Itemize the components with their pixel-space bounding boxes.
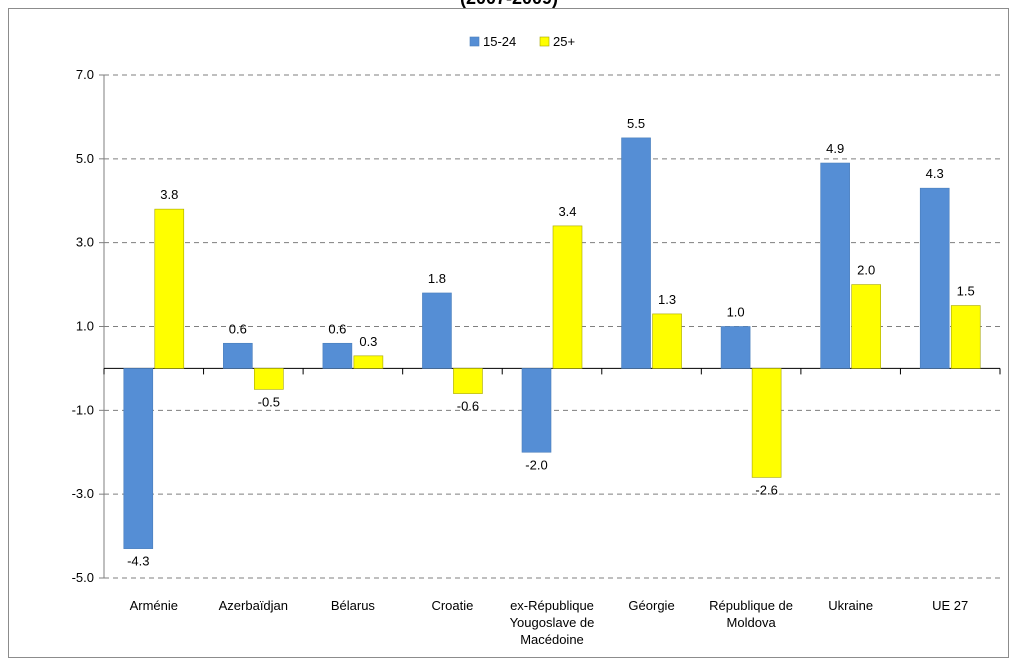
- category-label: République de Moldova: [709, 598, 793, 630]
- bar-25plus: [254, 368, 284, 390]
- data-label: -2.0: [525, 457, 547, 472]
- bars: [123, 137, 981, 549]
- bar-25plus: [453, 368, 483, 394]
- chart-title: (2007-2009): [0, 0, 1018, 9]
- data-label: 5.5: [627, 116, 645, 131]
- bar-15-24: [223, 342, 253, 369]
- bar-15-24: [521, 368, 552, 453]
- category-label: Azerbaïdjan: [219, 598, 288, 613]
- bar-15-24: [322, 342, 353, 369]
- bar-25plus: [552, 225, 583, 369]
- data-label: 2.0: [857, 263, 875, 278]
- legend-swatch: [539, 36, 550, 47]
- y-tick-label: -3.0: [72, 486, 94, 501]
- bar-15-24: [422, 292, 452, 369]
- legend: 15-24 25+: [469, 34, 575, 49]
- y-tick-label: 7.0: [76, 67, 94, 82]
- bar-15-24: [919, 187, 950, 369]
- data-label: 0.6: [328, 321, 346, 336]
- legend-label: 25+: [553, 34, 575, 49]
- bar-15-24: [820, 162, 850, 369]
- data-label: 0.6: [229, 321, 247, 336]
- y-tick-label: 5.0: [76, 151, 94, 166]
- data-label: -0.5: [258, 394, 280, 409]
- chart-frame: [8, 8, 1009, 658]
- data-label: 1.0: [727, 305, 745, 320]
- data-label: 1.8: [428, 271, 446, 286]
- y-tick-label: -1.0: [72, 402, 94, 417]
- data-label: 1.3: [658, 292, 676, 307]
- legend-label: 15-24: [483, 34, 516, 49]
- data-label: -4.3: [127, 554, 149, 569]
- y-tick-label: -5.0: [72, 570, 94, 585]
- category-label: Bélarus: [331, 598, 376, 613]
- bar-25plus: [851, 284, 881, 369]
- bar-15-24: [720, 326, 751, 369]
- axes: 7.0 5.0 3.0 1.0 -1.0 -3.0 -5.0 Arménie Azerbaïdj…: [72, 67, 1001, 647]
- bar-25plus: [652, 313, 682, 369]
- y-tick-label: 3.0: [76, 235, 94, 250]
- y-tick-label: 1.0: [76, 319, 94, 334]
- category-label: Arménie: [130, 598, 178, 613]
- data-label: 4.3: [926, 166, 944, 181]
- data-label: 0.3: [359, 334, 377, 349]
- data-label: 3.4: [558, 204, 576, 219]
- data-label: 3.8: [160, 187, 178, 202]
- category-label: ex-République Yougoslave de Macédoine: [510, 598, 595, 647]
- data-label: -0.6: [457, 399, 479, 414]
- bar-25plus: [751, 368, 782, 478]
- bar-25plus: [950, 305, 981, 369]
- data-label: 4.9: [826, 141, 844, 156]
- bar-15-24: [621, 137, 651, 369]
- legend-swatch: [469, 36, 480, 47]
- category-label: Croatie: [431, 598, 473, 613]
- bar-25plus: [154, 208, 185, 369]
- bar-15-24: [123, 368, 154, 549]
- data-labels: -4.3 0.6 0.6 1.8 -2.0 5.5 1.0 4.9 4.3 3.8 -0.5 0.3 -…: [127, 116, 975, 569]
- bar-25plus: [353, 355, 384, 369]
- category-label: Géorgie: [628, 598, 674, 613]
- category-label: Ukraine: [828, 598, 873, 613]
- category-label: UE 27: [932, 598, 968, 613]
- data-label: -2.6: [755, 482, 777, 497]
- data-label: 1.5: [957, 284, 975, 299]
